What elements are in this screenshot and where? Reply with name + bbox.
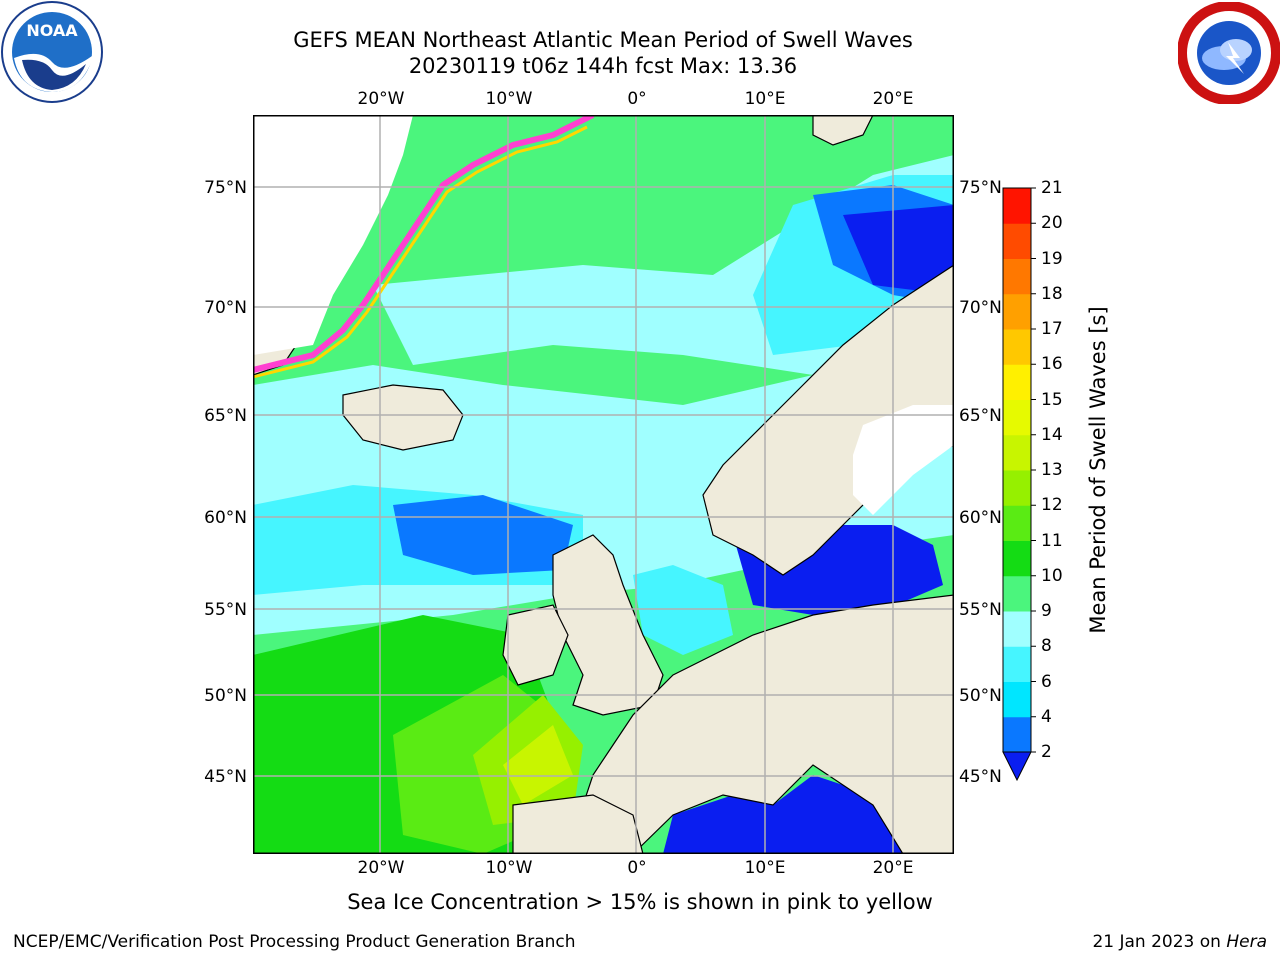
colorbar-segment xyxy=(1003,399,1031,436)
lon-tick-bottom: 20°W xyxy=(357,858,405,878)
lon-tick-bottom: 20°E xyxy=(872,858,914,878)
continent-land xyxy=(522,594,954,854)
lat-tick-right: 50°N xyxy=(959,686,1002,706)
svalbard-land xyxy=(812,115,874,146)
swell-band-4s xyxy=(393,495,573,575)
colorbar-tick-label: 12 xyxy=(1041,495,1063,516)
chart-title: GEFS MEAN Northeast Atlantic Mean Period… xyxy=(293,28,913,52)
machine-name: Hera xyxy=(1226,932,1267,952)
colorbar xyxy=(1002,187,1036,782)
colorbar-segment xyxy=(1003,505,1031,541)
greenland-ice xyxy=(253,115,413,355)
date-stamp: 21 Jan 2023 on Hera xyxy=(1092,932,1267,952)
colorbar-tick-label: 15 xyxy=(1041,389,1063,410)
colorbar-segment xyxy=(1003,540,1031,577)
lat-tick-left: 70°N xyxy=(204,298,247,318)
swell-period-map xyxy=(253,115,954,854)
lat-tick-right: 60°N xyxy=(959,508,1002,528)
colorbar-tick-label: 13 xyxy=(1041,460,1063,480)
colorbar-segment xyxy=(1003,681,1031,718)
colorbar-segment xyxy=(1003,611,1031,647)
colorbar-tick-label: 14 xyxy=(1041,424,1063,445)
colorbar-label: Mean Period of Swell Waves [s] xyxy=(1086,306,1110,634)
colorbar-segment xyxy=(1003,646,1031,682)
colorbar-tick-label: 17 xyxy=(1041,319,1063,339)
colorbar-segment xyxy=(1003,293,1031,330)
colorbar-tick-label: 6 xyxy=(1041,671,1052,692)
colorbar-tick-label: 4 xyxy=(1041,706,1052,727)
lon-tick-top: 0° xyxy=(627,89,647,109)
colorbar-segment xyxy=(1003,258,1031,295)
colorbar-segment xyxy=(1003,223,1031,259)
lat-tick-left: 65°N xyxy=(204,406,247,426)
nws-logo-icon xyxy=(1178,2,1280,104)
lat-tick-left: 55°N xyxy=(204,600,247,620)
noaa-logo-text: NOAA xyxy=(26,21,78,40)
baltic-ice xyxy=(853,405,954,515)
colorbar-segment xyxy=(1003,716,1031,753)
lat-tick-right: 45°N xyxy=(959,767,1002,787)
colorbar-tick-label: 9 xyxy=(1041,601,1052,621)
colorbar-segment xyxy=(1003,329,1031,365)
colorbar-tick-label: 8 xyxy=(1041,636,1052,657)
lon-tick-bottom: 10°E xyxy=(744,858,786,878)
iceland-land xyxy=(342,384,464,451)
colorbar-tick-label: 2 xyxy=(1041,742,1052,762)
swell-band-2s-barents xyxy=(843,205,954,295)
ireland-land xyxy=(502,604,569,686)
colorbar-segment xyxy=(1003,434,1031,471)
swell-band-14s xyxy=(503,725,573,805)
lat-tick-left: 60°N xyxy=(204,508,247,528)
chart-subtitle: 20230119 t06z 144h fcst Max: 13.36 xyxy=(408,54,798,78)
lon-tick-top: 10°W xyxy=(485,89,533,109)
colorbar-tick-label: 19 xyxy=(1041,248,1063,269)
colorbar-tick-label: 18 xyxy=(1041,283,1063,304)
noaa-logo-icon: NOAA xyxy=(1,1,103,103)
lon-tick-bottom: 0° xyxy=(627,858,647,878)
colorbar-tick-label: 21 xyxy=(1041,178,1063,198)
lat-tick-right: 55°N xyxy=(959,600,1002,620)
colorbar-tick-label: 11 xyxy=(1041,530,1063,551)
colorbar-segment xyxy=(1003,364,1031,400)
sea-ice-edge xyxy=(253,115,595,373)
lon-tick-bottom: 10°W xyxy=(485,858,533,878)
sea-ice-edge-inner xyxy=(253,125,588,379)
credit-text: NCEP/EMC/Verification Post Processing Pr… xyxy=(13,932,576,952)
colorbar-tick-label: 16 xyxy=(1041,354,1063,375)
lon-tick-top: 20°W xyxy=(357,89,405,109)
lat-tick-right: 75°N xyxy=(959,178,1002,198)
colorbar-extend-triangle xyxy=(1002,751,1032,782)
colorbar-segment xyxy=(1003,575,1031,612)
date-text: 21 Jan 2023 on xyxy=(1092,932,1221,952)
colorbar-tick-label: 20 xyxy=(1041,213,1063,234)
lon-tick-top: 20°E xyxy=(872,89,914,109)
colorbar-segment xyxy=(1003,470,1031,506)
lat-tick-left: 50°N xyxy=(204,686,247,706)
colorbar-segment xyxy=(1003,188,1031,224)
swell-band-2s-med xyxy=(663,775,954,854)
swell-band-4s-northsea xyxy=(633,565,733,655)
colorbar-tick-label: 10 xyxy=(1041,565,1063,586)
lat-tick-left: 45°N xyxy=(204,767,247,787)
graticule xyxy=(253,115,954,854)
lat-tick-right: 65°N xyxy=(959,406,1002,426)
sea-ice-note: Sea Ice Concentration > 15% is shown in … xyxy=(347,890,933,914)
lat-tick-right: 70°N xyxy=(959,298,1002,318)
lon-tick-top: 10°E xyxy=(744,89,786,109)
lat-tick-left: 75°N xyxy=(204,178,247,198)
iberia-land xyxy=(512,794,644,854)
